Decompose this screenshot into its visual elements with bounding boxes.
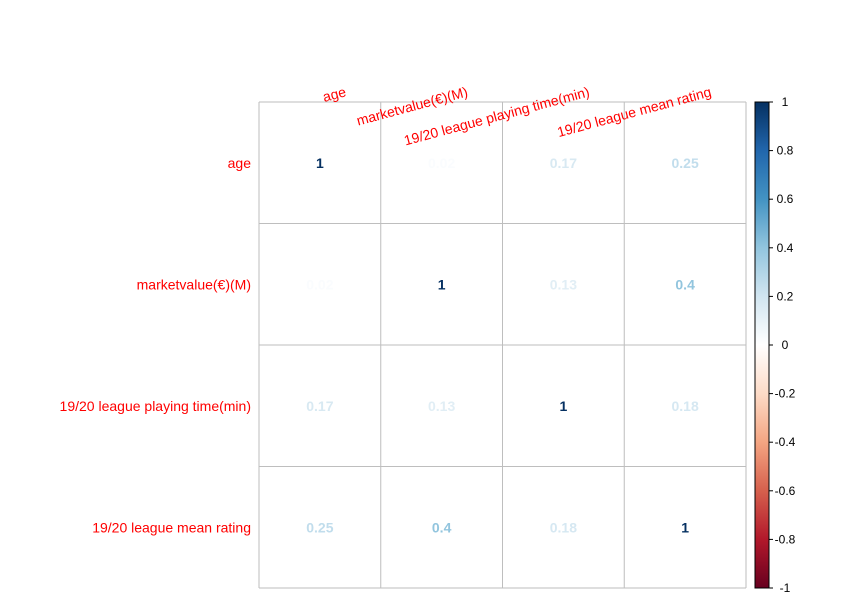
colorbar-tick-label: 0.4: [777, 241, 794, 255]
cell-value-r2-c3: 0.18: [672, 398, 699, 414]
cell-value-r2-c0: 0.17: [306, 398, 333, 414]
colorbar-tick-label: 0.2: [777, 289, 794, 303]
row-label-19-20-league-mean-rating: 19/20 league mean rating: [92, 519, 251, 535]
matrix-cells: 1 0.02 0.17 0.25 0.02 1 0.13 0.4 0.17 0.13 1 0.18 0.…: [306, 155, 699, 536]
column-labels: age marketvalue(€)(M)19/20 league playing…: [321, 83, 713, 148]
cell-value-r3-c3: 1: [681, 519, 689, 535]
cell-value-r0-c1: 0.02: [428, 155, 455, 171]
cell-value-r0-c3: 0.25: [672, 155, 699, 171]
colorbar-tick-label: -0.2: [775, 387, 796, 401]
row-label-marketvalue-m: marketvalue(€)(M): [137, 276, 251, 292]
cell-value-r3-c0: 0.25: [306, 519, 333, 535]
cell-value-r0-c0: 1: [316, 155, 324, 171]
row-label-age: age: [228, 155, 252, 171]
colorbar-tick-label: 0.6: [777, 192, 794, 206]
colorbar-tick-label: -1: [780, 581, 791, 595]
colorbar-gradient: [754, 101, 770, 589]
colorbar-tick-label: -0.4: [775, 435, 796, 449]
cell-value-r1-c0: 0.02: [306, 276, 333, 292]
colorbar-tick-label: 0.8: [777, 144, 794, 158]
cell-value-r2-c2: 1: [559, 398, 567, 414]
colorbar-tick-label: 1: [782, 95, 789, 109]
row-label-19-20-league-playing-time-min: 19/20 league playing time(min): [60, 398, 251, 414]
cell-value-r2-c1: 0.13: [428, 398, 455, 414]
matrix-grid: [258, 101, 747, 589]
colorbar-tick-label: -0.8: [775, 532, 796, 546]
row-labels: age marketvalue(€)(M) 19/20 league playing…: [60, 155, 252, 536]
column-label-age: age: [321, 83, 348, 105]
cell-value-r3-c1: 0.4: [432, 519, 452, 535]
colorbar-tick-label: 0: [782, 338, 789, 352]
cell-value-r1-c3: 0.4: [675, 276, 695, 292]
colorbar-tick-label: -0.6: [775, 484, 796, 498]
colorbar: 1 0.8 0.6 0.4 0.2 0 -0.2 -0.4 -0.6 -0.8 -1: [754, 95, 796, 595]
cell-value-r1-c1: 1: [438, 276, 446, 292]
cell-value-r0-c2: 0.17: [550, 155, 577, 171]
cell-value-r3-c2: 0.18: [550, 519, 577, 535]
cell-value-r1-c2: 0.13: [550, 276, 577, 292]
